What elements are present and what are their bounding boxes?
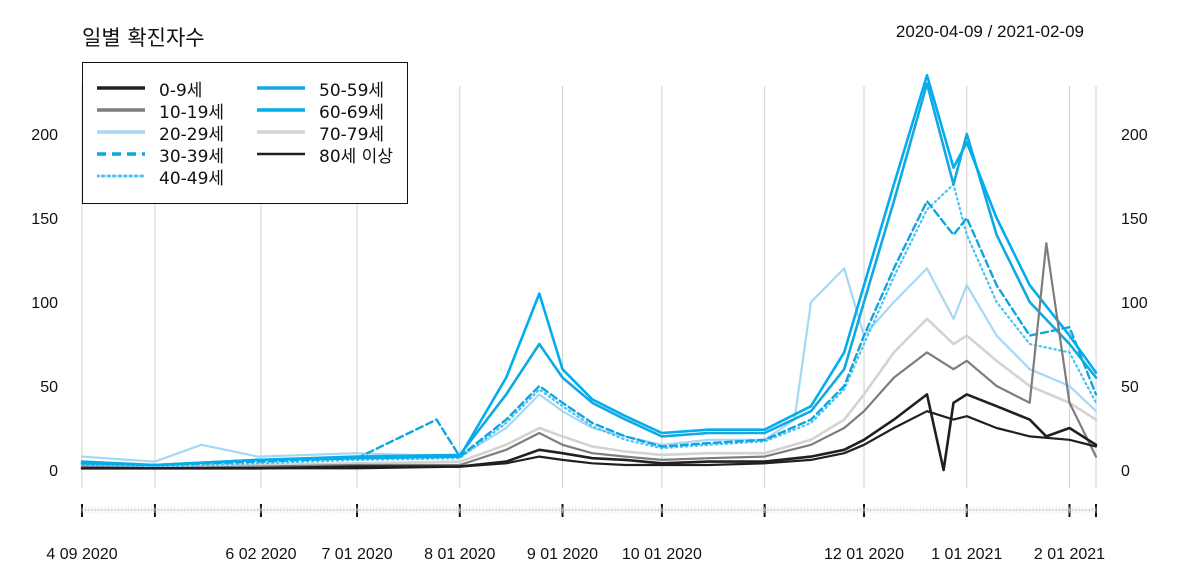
- legend-label-40-49: 40-49세: [159, 168, 225, 189]
- legend-swatch-80-plus: [257, 152, 305, 156]
- legend-label-20-29: 20-29세: [159, 124, 225, 145]
- y-tick-label-left: 100: [31, 295, 58, 312]
- series-line-40-49: [80, 183, 1098, 468]
- legend-label-50-59: 50-59세: [319, 80, 385, 101]
- tick-labels: 4 09 2020 6 02 2020 7 01 2020 8 01 2020 9 01…: [31, 127, 1148, 563]
- y-tick-label-left: 150: [31, 211, 58, 228]
- legend-item-10-19: 10-19세: [97, 99, 225, 123]
- x-tick-label: 6 02 2020: [225, 546, 296, 563]
- x-tick-label: 2 01 2021: [1034, 546, 1105, 563]
- x-tick-label: 1 01 2021: [931, 546, 1002, 563]
- legend-swatch-60-69: [257, 108, 305, 112]
- y-tick-label-left: 0: [49, 463, 58, 480]
- legend-swatch-20-29: [97, 130, 145, 134]
- x-tick-label: 7 01 2020: [321, 546, 392, 563]
- legend-item-20-29: 20-29세: [97, 121, 225, 145]
- legend-swatch-70-79: [257, 130, 305, 134]
- x-tick-label: 10 01 2020: [622, 546, 702, 563]
- legend-swatch-0-9: [97, 86, 145, 90]
- legend-item-60-69: 60-69세: [257, 99, 385, 123]
- x-tick-label: 9 01 2020: [527, 546, 598, 563]
- series-line-50-59: [80, 82, 1098, 467]
- legend: 0-9세 10-19세 20-29세 30-39세 40-49세 50-59세 …: [82, 62, 408, 204]
- legend-swatch-30-39: [97, 152, 145, 156]
- legend-swatch-10-19: [97, 108, 145, 112]
- y-tick-label-right: 50: [1121, 379, 1139, 396]
- series-line-0-9: [80, 393, 1098, 472]
- legend-item-30-39: 30-39세: [97, 143, 225, 167]
- y-tick-label-right: 0: [1121, 463, 1130, 480]
- series-line-20-29: [80, 267, 1098, 463]
- legend-item-70-79: 70-79세: [257, 121, 385, 145]
- legend-swatch-40-49: [97, 174, 145, 178]
- date-range: 2020-04-09 / 2021-02-09: [895, 22, 1084, 41]
- legend-label-10-19: 10-19세: [159, 102, 225, 123]
- series-line-70-79: [80, 317, 1098, 468]
- legend-label-0-9: 0-9세: [159, 80, 203, 101]
- legend-swatch-50-59: [257, 86, 305, 90]
- x-tick-label: 4 09 2020: [46, 546, 117, 563]
- series-line-60-69: [80, 73, 1098, 467]
- series-line-10-19: [80, 242, 1098, 470]
- x-tick-label: 12 01 2020: [824, 546, 904, 563]
- y-tick-label-left: 200: [31, 127, 58, 144]
- legend-item-80-plus: 80세 이상: [257, 143, 393, 167]
- axes: [81, 504, 1097, 517]
- legend-label-70-79: 70-79세: [319, 124, 385, 145]
- legend-label-80-plus: 80세 이상: [319, 146, 393, 167]
- legend-item-50-59: 50-59세: [257, 77, 385, 101]
- series-line-30-39: [80, 200, 1098, 467]
- y-tick-label-left: 50: [40, 379, 58, 396]
- x-tick-label: 8 01 2020: [424, 546, 495, 563]
- legend-item-40-49: 40-49세: [97, 165, 225, 189]
- legend-label-30-39: 30-39세: [159, 146, 225, 167]
- chart-title: 일별 확진자수: [82, 26, 205, 50]
- y-tick-label-right: 150: [1121, 211, 1148, 228]
- y-tick-label-right: 100: [1121, 295, 1148, 312]
- legend-label-60-69: 60-69세: [319, 102, 385, 123]
- series-lines: [80, 73, 1098, 472]
- y-tick-label-right: 200: [1121, 127, 1148, 144]
- legend-item-0-9: 0-9세: [97, 77, 203, 101]
